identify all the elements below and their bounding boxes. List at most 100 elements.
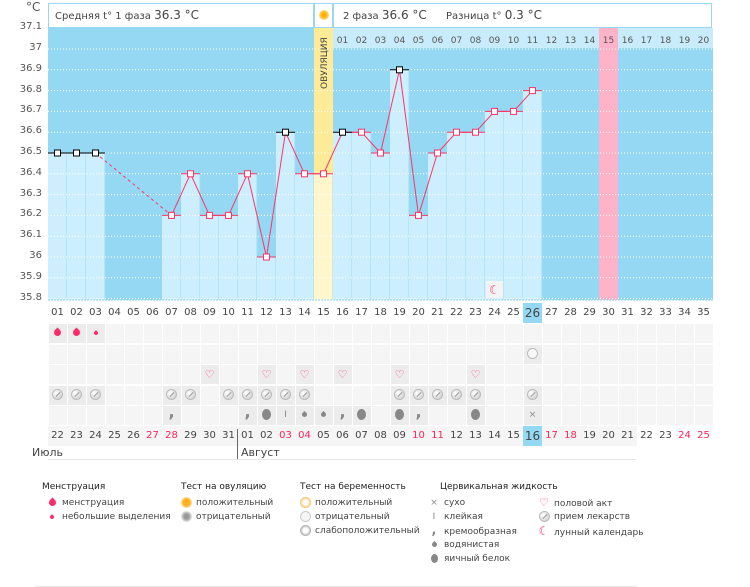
calendar-cell-cervical[interactable] — [561, 406, 580, 425]
calendar-cell-medicine[interactable] — [485, 385, 504, 405]
calendar-cell-pregnancy-test[interactable] — [295, 344, 314, 364]
calendar-cell-cervical[interactable]: , — [238, 404, 257, 425]
calendar-cell-pregnancy-test[interactable] — [48, 344, 67, 364]
cycle-day-label[interactable]: 21 — [431, 307, 444, 318]
calendar-cell-sex[interactable] — [352, 365, 371, 384]
calendar-date[interactable]: 15 — [504, 426, 523, 446]
calendar-date[interactable]: 07 — [352, 426, 371, 446]
calendar-cell-pregnancy-test[interactable] — [580, 344, 599, 364]
calendar-cell-pregnancy-test[interactable] — [447, 344, 466, 364]
calendar-cell-menstruation[interactable] — [694, 324, 713, 343]
calendar-cell-pregnancy-test[interactable] — [542, 344, 561, 364]
calendar-date[interactable]: 23 — [67, 426, 86, 446]
calendar-cell-menstruation[interactable] — [447, 324, 466, 343]
calendar-cell-cervical[interactable] — [67, 406, 86, 425]
calendar-cell-medicine[interactable] — [200, 385, 219, 405]
calendar-cell-pregnancy-test[interactable] — [314, 344, 333, 364]
calendar-cell-medicine[interactable] — [181, 385, 200, 405]
calendar-cell-cervical[interactable] — [447, 406, 466, 425]
calendar-date[interactable]: 14 — [485, 426, 504, 446]
calendar-cell-sex[interactable] — [162, 365, 181, 384]
calendar-cell-menstruation[interactable] — [561, 324, 580, 343]
cycle-day-label[interactable]: 20 — [412, 307, 425, 318]
calendar-cell-pregnancy-test[interactable] — [504, 344, 523, 364]
cycle-day-label[interactable]: 10 — [222, 307, 235, 318]
calendar-cell-pregnancy-test[interactable] — [466, 344, 485, 364]
calendar-cell-menstruation[interactable] — [86, 324, 105, 343]
calendar-cell-sex[interactable] — [219, 365, 238, 384]
calendar-cell-pregnancy-test[interactable] — [162, 344, 181, 364]
cycle-day-label[interactable]: 04 — [108, 307, 121, 318]
calendar-cell-sex[interactable] — [67, 365, 86, 384]
calendar-date[interactable]: 11 — [428, 426, 447, 446]
calendar-cell-cervical[interactable] — [580, 406, 599, 425]
calendar-cell-cervical[interactable]: × — [523, 406, 542, 425]
calendar-cell-menstruation[interactable] — [371, 324, 390, 343]
calendar-cell-medicine[interactable] — [637, 385, 656, 405]
calendar-cell-cervical[interactable] — [694, 406, 713, 425]
cycle-day-label[interactable]: 23 — [469, 307, 482, 318]
calendar-cell-sex[interactable] — [409, 365, 428, 384]
calendar-cell-cervical[interactable] — [371, 406, 390, 425]
calendar-date[interactable]: 20 — [599, 426, 618, 446]
calendar-cell-sex[interactable]: ♡ — [257, 365, 276, 384]
cycle-day-label[interactable]: 15 — [317, 307, 330, 318]
calendar-cell-cervical[interactable] — [675, 406, 694, 425]
calendar-cell-sex[interactable] — [542, 365, 561, 384]
calendar-cell-cervical[interactable] — [143, 406, 162, 425]
cycle-day-label[interactable]: 34 — [678, 307, 691, 318]
calendar-date[interactable]: 25 — [105, 426, 124, 446]
calendar-cell-cervical[interactable] — [485, 406, 504, 425]
calendar-cell-medicine[interactable] — [143, 385, 162, 405]
calendar-cell-sex[interactable]: ♡ — [333, 365, 352, 384]
calendar-cell-pregnancy-test[interactable] — [200, 344, 219, 364]
calendar-cell-sex[interactable] — [314, 365, 333, 384]
cycle-day-label[interactable]: 35 — [697, 307, 710, 318]
calendar-cell-medicine[interactable] — [86, 385, 105, 405]
calendar-cell-pregnancy-test[interactable] — [124, 344, 143, 364]
cycle-day-label[interactable]: 27 — [545, 307, 558, 318]
calendar-cell-medicine[interactable] — [257, 385, 276, 405]
calendar-cell-pregnancy-test[interactable] — [409, 344, 428, 364]
calendar-cell-pregnancy-test[interactable] — [599, 344, 618, 364]
calendar-date[interactable]: 01 — [238, 426, 257, 446]
calendar-cell-pregnancy-test[interactable] — [485, 344, 504, 364]
calendar-cell-medicine[interactable] — [314, 385, 333, 405]
calendar-cell-sex[interactable] — [371, 365, 390, 384]
calendar-cell-sex[interactable] — [447, 365, 466, 384]
calendar-cell-pregnancy-test[interactable] — [105, 344, 124, 364]
calendar-cell-sex[interactable] — [561, 365, 580, 384]
calendar-date[interactable]: 30 — [200, 426, 219, 446]
calendar-date[interactable]: 23 — [659, 430, 672, 441]
calendar-cell-menstruation[interactable] — [67, 324, 86, 343]
calendar-cell-menstruation[interactable] — [466, 324, 485, 343]
calendar-cell-pregnancy-test[interactable] — [694, 344, 713, 364]
calendar-cell-medicine[interactable] — [694, 385, 713, 405]
calendar-date[interactable]: 09 — [390, 426, 409, 446]
calendar-cell-sex[interactable] — [105, 365, 124, 384]
calendar-cell-sex[interactable] — [124, 365, 143, 384]
calendar-cell-sex[interactable] — [485, 365, 504, 384]
calendar-cell-pregnancy-test[interactable] — [428, 344, 447, 364]
calendar-cell-medicine[interactable] — [599, 385, 618, 405]
calendar-cell-menstruation[interactable] — [485, 324, 504, 343]
calendar-cell-menstruation[interactable] — [181, 324, 200, 343]
calendar-cell-sex[interactable] — [238, 365, 257, 384]
calendar-cell-pregnancy-test[interactable] — [333, 344, 352, 364]
calendar-date[interactable]: 10 — [409, 426, 428, 446]
calendar-cell-medicine[interactable] — [561, 385, 580, 405]
calendar-cell-cervical[interactable] — [86, 406, 105, 425]
calendar-cell-medicine[interactable] — [580, 385, 599, 405]
calendar-cell-cervical[interactable]: , — [333, 404, 352, 425]
cycle-day-label[interactable]: 19 — [393, 307, 406, 318]
cycle-day-label[interactable]: 02 — [70, 307, 83, 318]
calendar-cell-pregnancy-test[interactable] — [656, 344, 675, 364]
calendar-cell-menstruation[interactable] — [333, 324, 352, 343]
calendar-cell-sex[interactable] — [656, 365, 675, 384]
calendar-cell-pregnancy-test[interactable] — [675, 344, 694, 364]
cycle-day-label[interactable]: 31 — [621, 307, 634, 318]
calendar-cell-menstruation[interactable] — [656, 324, 675, 343]
calendar-cell-menstruation[interactable] — [295, 324, 314, 343]
calendar-cell-cervical[interactable] — [599, 406, 618, 425]
calendar-cell-cervical[interactable] — [352, 406, 371, 425]
